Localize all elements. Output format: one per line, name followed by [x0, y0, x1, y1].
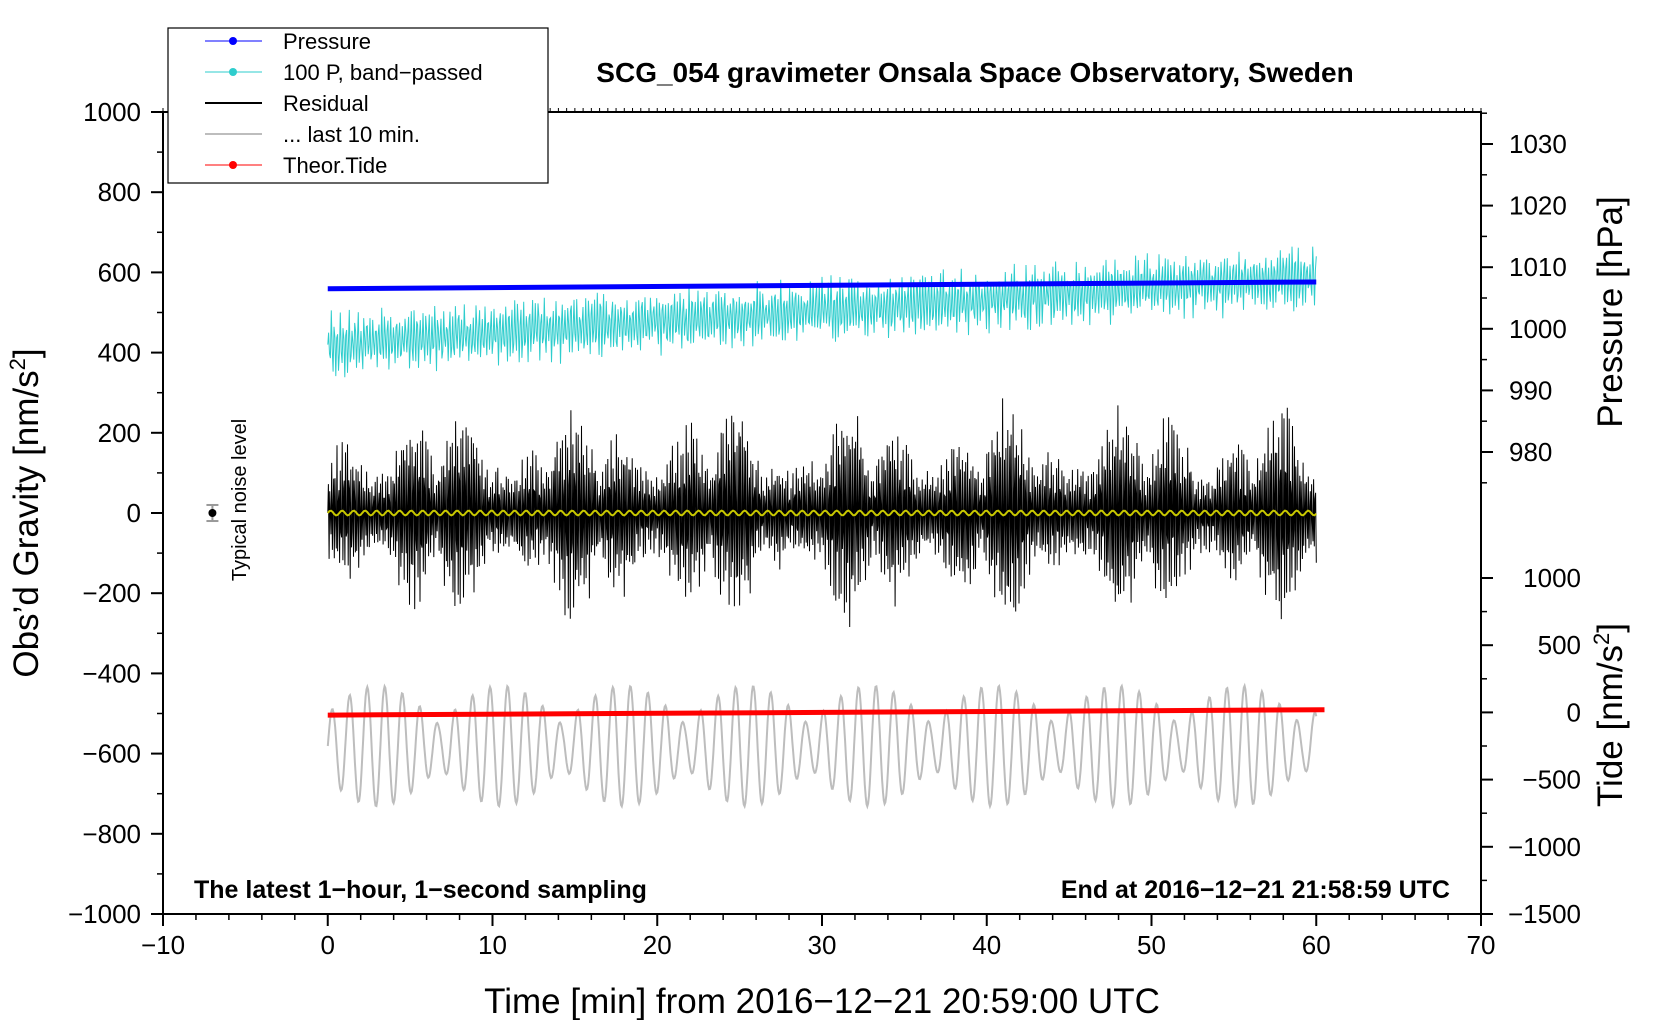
chart-title: SCG_054 gravimeter Onsala Space Observat… [596, 57, 1353, 88]
tide-title-main: Tide [nm/s [1591, 645, 1630, 807]
tide-tick-label-1: 500 [1538, 630, 1581, 660]
x-tick-label-2: 10 [478, 930, 507, 960]
y-tick-label-10: −1000 [68, 899, 141, 929]
gravity-title-end: ] [7, 348, 46, 358]
y-axis-title-tide: Tide [nm/s2] [1589, 623, 1630, 807]
x-tick-label-4: 30 [808, 930, 837, 960]
legend: Pressure 100 P, band−passed Residual ... la… [167, 27, 549, 184]
series-residual-smoothed [327, 509, 1317, 517]
series-layer [326, 246, 1325, 810]
legend-label-3: ... last 10 min. [283, 122, 420, 147]
y-axis-title-gravity: Obs’d Gravity [nm/s2] [5, 348, 46, 677]
tide-tick-label-2: 0 [1567, 697, 1581, 727]
tide-title-end: ] [1591, 623, 1630, 633]
y-tick-label-4: 200 [98, 418, 141, 448]
tide-tick-label-0: 1000 [1523, 563, 1581, 593]
x-tick-label-1: 0 [321, 930, 335, 960]
legend-label-1: 100 P, band−passed [283, 60, 483, 85]
y-tick-label-1: 800 [98, 177, 141, 207]
x-tick-label-3: 20 [643, 930, 672, 960]
tide-tick-label-3: −500 [1522, 765, 1581, 795]
y-tick-label-7: −400 [82, 658, 141, 688]
x-tick-label-7: 60 [1302, 930, 1331, 960]
x-tick-label-8: 70 [1467, 930, 1496, 960]
tide-title-sup: 2 [1589, 633, 1614, 645]
series-theor-tide [327, 707, 1325, 718]
gravity-title-sup: 2 [5, 358, 30, 370]
annotation-bottom-left: The latest 1−hour, 1−second sampling [194, 876, 647, 904]
pressure-tick-label-4: 990 [1509, 375, 1552, 405]
legend-label-2: Residual [283, 91, 369, 116]
y-tick-label-8: −600 [82, 739, 141, 769]
x-tick-label-5: 40 [972, 930, 1001, 960]
pressure-tick-label-5: 980 [1509, 437, 1552, 467]
x-axis: −10 0 10 20 30 40 50 60 70 [141, 108, 1496, 960]
series-pressure [327, 279, 1317, 292]
y-tick-label-2: 600 [98, 257, 141, 287]
noise-point [208, 509, 217, 517]
pressure-tick-label-1: 1020 [1509, 191, 1567, 221]
annotation-bottom-right: End at 2016−12−21 21:58:59 UTC [1061, 876, 1450, 904]
y-tick-label-9: −800 [82, 819, 141, 849]
y-tick-label-6: −200 [82, 578, 141, 608]
x-tick-label-0: −10 [141, 930, 185, 960]
pressure-tick-label-3: 1000 [1509, 314, 1567, 344]
x-axis-title: Time [min] from 2016−12−21 20:59:00 UTC [484, 982, 1160, 1020]
x-tick-label-6: 50 [1137, 930, 1166, 960]
noise-label: Typical noise level [229, 419, 251, 581]
pressure-tick-label-2: 1010 [1509, 252, 1567, 282]
legend-marker-1 [229, 68, 237, 76]
legend-box [167, 27, 549, 184]
y-axis-pressure: 1030 1020 1010 1000 990 980 [1481, 112, 1567, 484]
y-axis-tide: 1000 500 0 −500 −1000 −1500 [1481, 563, 1581, 929]
series-last-10-min [326, 682, 1318, 810]
legend-label-4: Theor.Tide [283, 153, 387, 178]
series-residual [327, 398, 1317, 628]
pressure-tick-label-0: 1030 [1509, 129, 1567, 159]
y-tick-label-5: 0 [127, 498, 141, 528]
legend-marker-0 [229, 37, 237, 45]
y-axis-gravity: 1000 800 600 400 200 0 −200 −400 −600 −800 −1000 [68, 97, 163, 929]
legend-label-0: Pressure [283, 29, 371, 54]
y-axis-title-pressure: Pressure [hPa] [1591, 196, 1630, 428]
series-band-passed-pressure [327, 246, 1317, 378]
y-tick-label-0: 1000 [83, 97, 141, 127]
gravity-title-main: Obs’d Gravity [nm/s [7, 370, 46, 677]
legend-marker-4 [229, 161, 237, 169]
tide-tick-label-5: −1500 [1508, 899, 1581, 929]
noise-indicator: Typical noise level [206, 419, 251, 581]
y-tick-label-3: 400 [98, 338, 141, 368]
tide-tick-label-4: −1000 [1508, 832, 1581, 862]
